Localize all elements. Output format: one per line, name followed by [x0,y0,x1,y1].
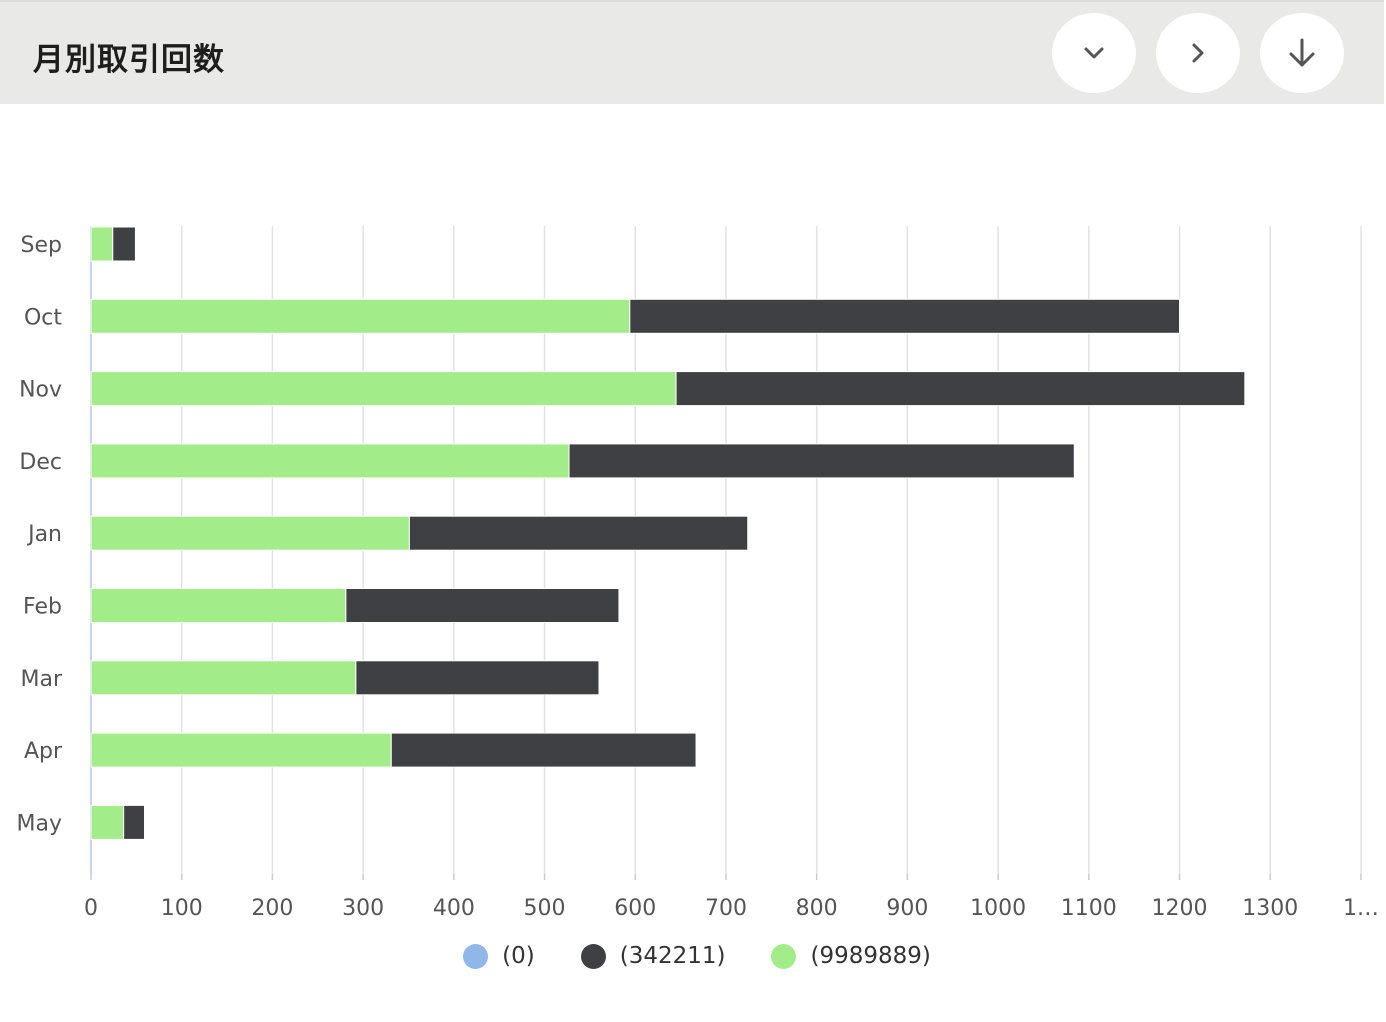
x-tick-label: 700 [705,896,747,921]
bar-chart: Sep Oct Nov Dec Jan Feb Mar Apr May 0 100 200 300 40… [17,226,1379,921]
chevron-down-icon [1084,47,1104,59]
x-tick-label: 900 [886,896,928,921]
x-tick-label: 400 [433,896,475,921]
bar-segment [355,660,600,696]
legend-item[interactable]: (0) [463,943,535,969]
bar-segment [90,732,392,768]
legend-item[interactable]: (342211) [580,943,726,969]
x-tick-label: 1300 [1242,896,1298,921]
legend-label: (0) [502,943,535,969]
bar-segment [568,443,1075,479]
bar-segment [90,443,570,479]
bar-segment [90,298,631,334]
legend-item[interactable]: (9989889) [771,943,931,969]
x-tick-label: 1100 [1061,896,1117,921]
bar-segment [90,515,410,551]
category-label: Mar [20,667,62,692]
bar-segment [675,371,1246,407]
x-tick-label: 1000 [970,896,1026,921]
category-label: Nov [19,378,62,403]
category-labels: Sep Oct Nov Dec Jan Feb Mar Apr May [17,233,63,836]
category-label: Sep [21,233,62,258]
x-tick-label: 600 [614,896,656,921]
bar-segment [408,515,749,551]
legend-swatch [580,943,606,969]
x-tick-label: 200 [251,896,293,921]
category-label: Apr [24,739,63,764]
x-tick-label: 800 [796,896,838,921]
category-label: May [17,811,62,836]
bar-segment [123,804,146,840]
expand-button[interactable] [1156,13,1240,93]
category-label: Oct [24,305,62,330]
x-tick-label: 300 [342,896,384,921]
category-label: Feb [23,595,62,620]
x-tick-label: 1200 [1152,896,1208,921]
x-tick-label: 0 [84,896,98,921]
x-tick-label: 500 [524,896,566,921]
bar-segment [90,588,347,623]
legend-swatch [463,943,489,969]
x-tick-label: 100 [161,896,203,921]
bar-segment [90,660,357,696]
chevron-right-icon [1192,43,1204,63]
chart-title: 月別取引回数 [33,42,225,78]
bar-segment [90,804,125,840]
bar-segment [345,588,620,623]
bar-segment [90,226,114,262]
bar-segment [629,298,1181,334]
category-label: Jan [26,522,62,547]
arrow-down-icon [1289,38,1315,67]
bar-segment [90,371,677,407]
chart-header: 月別取引回数 [0,0,1384,104]
legend-label: (9989889) [810,943,931,969]
bar-segment [390,732,697,768]
bars [90,226,1246,840]
category-label: Dec [19,450,62,475]
x-tick-labels: 0 100 200 300 400 500 600 700 800 900 1000 1100 1200… [84,896,1379,921]
download-button[interactable] [1260,13,1344,93]
chart-legend: (0) (342211) (9989889) [0,936,1386,976]
collapse-button[interactable] [1052,13,1136,93]
x-tick-label: 1… [1343,896,1379,921]
legend-swatch [771,943,797,969]
bar-segment [112,226,136,262]
legend-label: (342211) [619,943,726,969]
